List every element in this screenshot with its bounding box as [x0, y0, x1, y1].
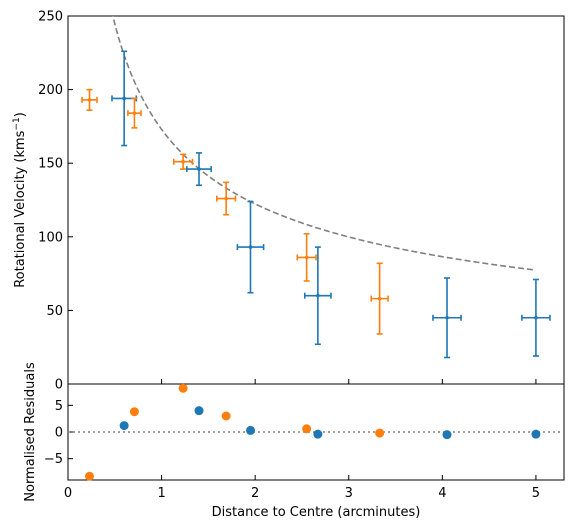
residual-point: [85, 471, 95, 481]
x-tick-label: 3: [345, 486, 353, 501]
x-tick-label: 1: [157, 486, 165, 501]
y-tick-label: 150: [38, 157, 63, 172]
data-point: [534, 315, 538, 320]
residual-point: [119, 421, 129, 431]
data-point-errorbar: [81, 88, 98, 112]
data-point-errorbar: [127, 97, 142, 129]
data-point: [87, 98, 92, 102]
x-tick-label: 4: [438, 486, 446, 501]
data-point: [224, 196, 228, 201]
data-point: [181, 159, 185, 164]
x-tick-label: 2: [251, 486, 259, 501]
y-tick-label: 100: [38, 230, 63, 245]
data-point: [197, 167, 201, 171]
axes-frame: [67, 15, 565, 385]
residual-point: [129, 407, 139, 417]
data-point: [316, 293, 320, 298]
residuals-panel: −5 0 5 0 1 2 3 4 5: [44, 383, 565, 501]
data-point: [304, 255, 309, 260]
data-point-errorbar: [303, 246, 332, 346]
main-y-axis-label: Rotational Velocity (kms−1): [12, 112, 28, 288]
y-tick-label: −5: [44, 452, 63, 467]
y-tick-label: 0: [55, 426, 63, 441]
data-point-errorbar: [216, 181, 237, 216]
data-point: [248, 245, 253, 249]
residual-point: [531, 429, 541, 439]
data-point: [122, 96, 126, 101]
y-tick-label: 5: [55, 399, 63, 414]
data-point-errorbar: [432, 277, 462, 359]
data-point-errorbar: [236, 200, 265, 294]
data-point-errorbar: [172, 153, 194, 170]
data-point: [445, 315, 449, 320]
x-axis-label: Distance to Centre (arcminutes): [212, 505, 421, 520]
data-point: [377, 296, 382, 301]
data-point-errorbar: [296, 233, 317, 282]
residual-point: [194, 406, 204, 416]
residual-point: [245, 425, 255, 435]
main-panel: 0 50 100 150 200 250: [38, 10, 565, 393]
data-point-errorbar: [370, 262, 389, 335]
y-tick-label: 200: [38, 83, 63, 98]
x-tick-label: 0: [64, 486, 72, 501]
residual-point: [178, 383, 188, 393]
residuals-y-axis-label: Normalised Residuals: [23, 362, 38, 502]
residual-point: [313, 429, 323, 439]
residual-point: [302, 424, 312, 434]
x-tick-label: 5: [532, 486, 540, 501]
residual-point: [221, 411, 231, 421]
y-tick-label: 0: [55, 378, 63, 393]
residual-point: [375, 428, 385, 438]
data-point-errorbar: [186, 152, 212, 187]
data-point-errorbar: [521, 278, 551, 357]
data-point: [132, 111, 137, 115]
y-tick-label: 50: [46, 304, 63, 319]
residual-point: [442, 430, 452, 440]
model-curve: [112, 16, 537, 271]
y-tick-label: 250: [38, 10, 63, 25]
